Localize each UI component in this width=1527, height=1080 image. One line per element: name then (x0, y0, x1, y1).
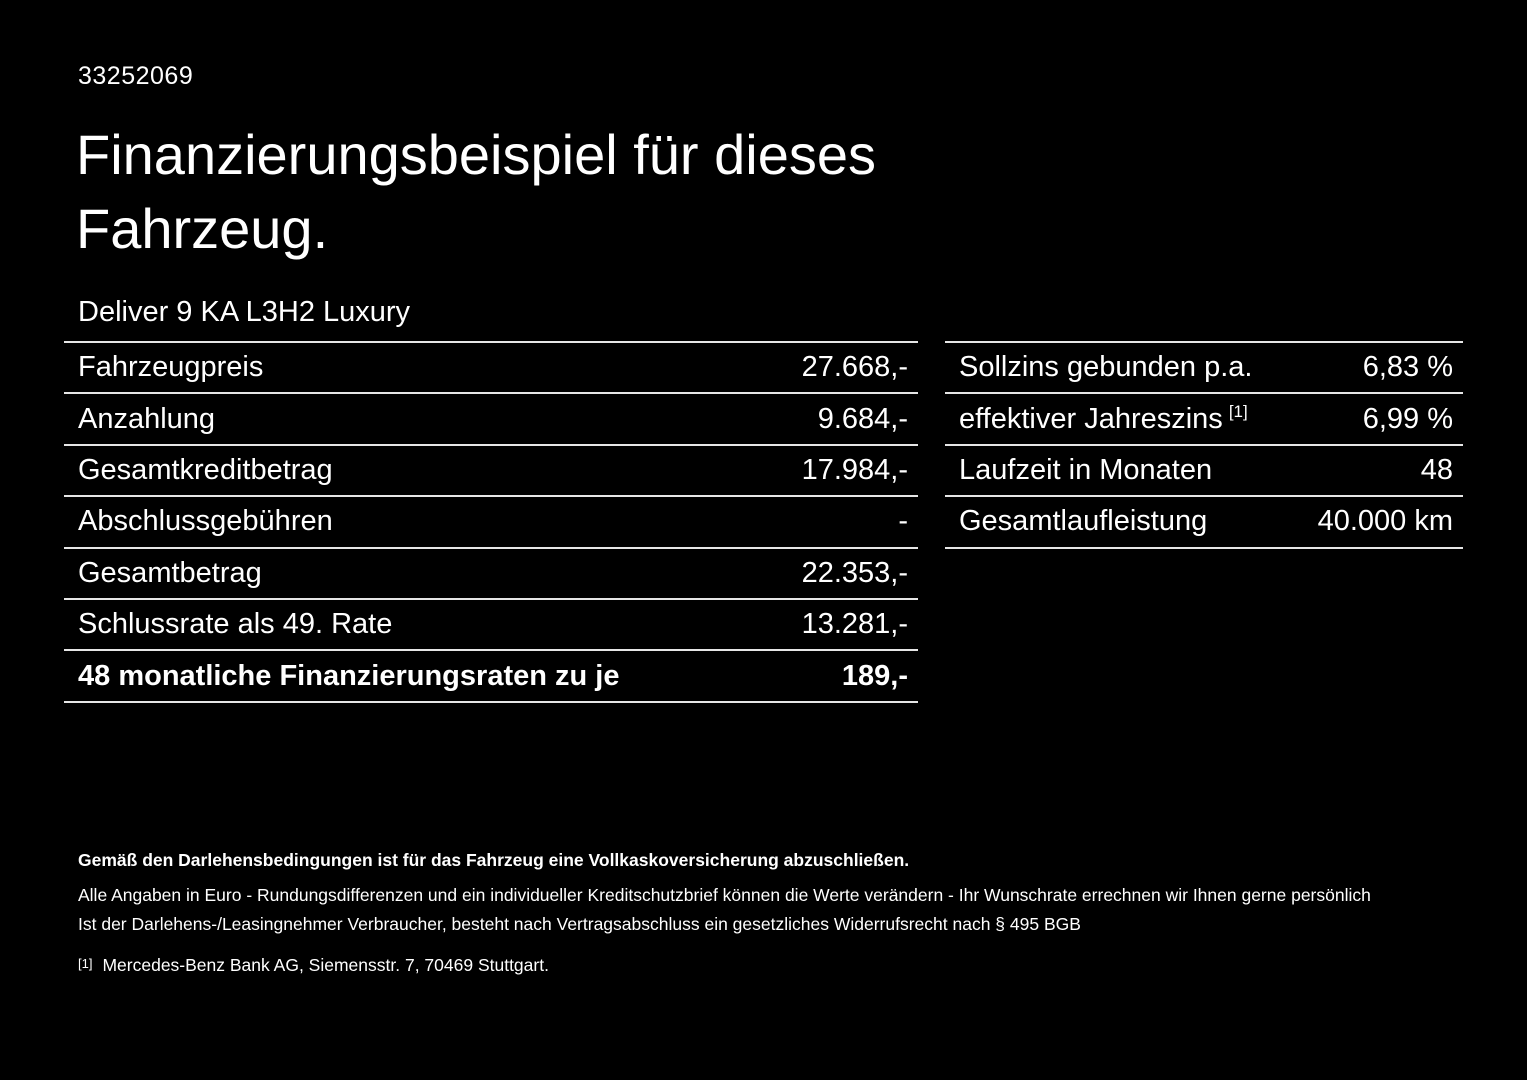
row-label: Anzahlung (78, 402, 216, 435)
table-row: Sollzins gebunden p.a. 6,83 % (945, 341, 1463, 392)
table-row: Gesamtkreditbetrag 17.984,- (64, 443, 918, 495)
row-label: Gesamtkreditbetrag (78, 453, 333, 486)
row-label-text: effektiver Jahreszins (959, 402, 1223, 435)
footer-disclaimer-line: Ist der Darlehens-/Leasingnehmer Verbrau… (78, 914, 1081, 934)
row-label: Gesamtbetrag (78, 556, 262, 589)
table-row: Anzahlung 9.684,- (64, 392, 918, 443)
row-value: 13.281,- (801, 608, 908, 641)
footnote-text: Mercedes-Benz Bank AG, Siemensstr. 7, 70… (102, 955, 549, 975)
row-value: 189,- (841, 659, 908, 692)
vehicle-model: Deliver 9 KA L3H2 Luxury (78, 296, 411, 328)
footnote-marker: [1] (78, 956, 93, 971)
row-label: Abschlussgebühren (78, 505, 333, 538)
row-value: 6,83 % (1362, 351, 1453, 384)
row-value: - (898, 505, 908, 538)
footnote-marker: [1] (1228, 401, 1248, 421)
conditions-table: Sollzins gebunden p.a. 6,83 % effektiver… (945, 341, 1463, 549)
row-value: 9.684,- (817, 402, 908, 435)
table-row: Gesamtbetrag 22.353,- (64, 546, 918, 598)
page-title: Finanzierungsbeispiel für dieses Fahrzeu… (76, 123, 876, 261)
legal-footer: Gemäß den Darlehensbedingungen ist für d… (78, 846, 1478, 980)
row-value: 17.984,- (801, 453, 908, 486)
row-value: 40.000 km (1317, 505, 1453, 538)
table-row: Gesamtlaufleistung 40.000 km (945, 495, 1463, 546)
row-label: Fahrzeugpreis (78, 351, 264, 384)
table-row: Laufzeit in Monaten 48 (945, 443, 1463, 495)
row-label: Schlussrate als 49. Rate (78, 608, 393, 641)
row-value: 6,99 % (1362, 402, 1453, 435)
table-row: effektiver Jahreszins [1] 6,99 % (945, 392, 1463, 443)
footer-footnote: [1] Mercedes-Benz Bank AG, Siemensstr. 7… (78, 951, 1478, 980)
reference-number: 33252069 (78, 62, 194, 90)
footer-insurance-note: Gemäß den Darlehensbedingungen ist für d… (78, 850, 910, 870)
table-row: Abschlussgebühren - (64, 495, 918, 546)
row-value: 48 (1420, 453, 1453, 486)
table-row: Schlussrate als 49. Rate 13.281,- (64, 597, 918, 649)
table-row-monthly-rate: 48 monatliche Finanzierungsraten zu je 1… (64, 649, 918, 700)
row-value: 22.353,- (801, 556, 908, 589)
footer-disclaimer-line: Alle Angaben in Euro - Rundungsdifferenz… (78, 885, 1371, 905)
row-label: 48 monatliche Finanzierungsraten zu je (78, 659, 620, 692)
row-label: Gesamtlaufleistung (959, 505, 1208, 538)
row-label: Sollzins gebunden p.a. (959, 351, 1253, 384)
table-row: Fahrzeugpreis 27.668,- (64, 341, 918, 392)
finance-table: Fahrzeugpreis 27.668,- Anzahlung 9.684,-… (64, 341, 918, 703)
row-label: effektiver Jahreszins [1] (959, 403, 1248, 436)
row-value: 27.668,- (801, 351, 908, 384)
row-label: Laufzeit in Monaten (959, 453, 1213, 486)
